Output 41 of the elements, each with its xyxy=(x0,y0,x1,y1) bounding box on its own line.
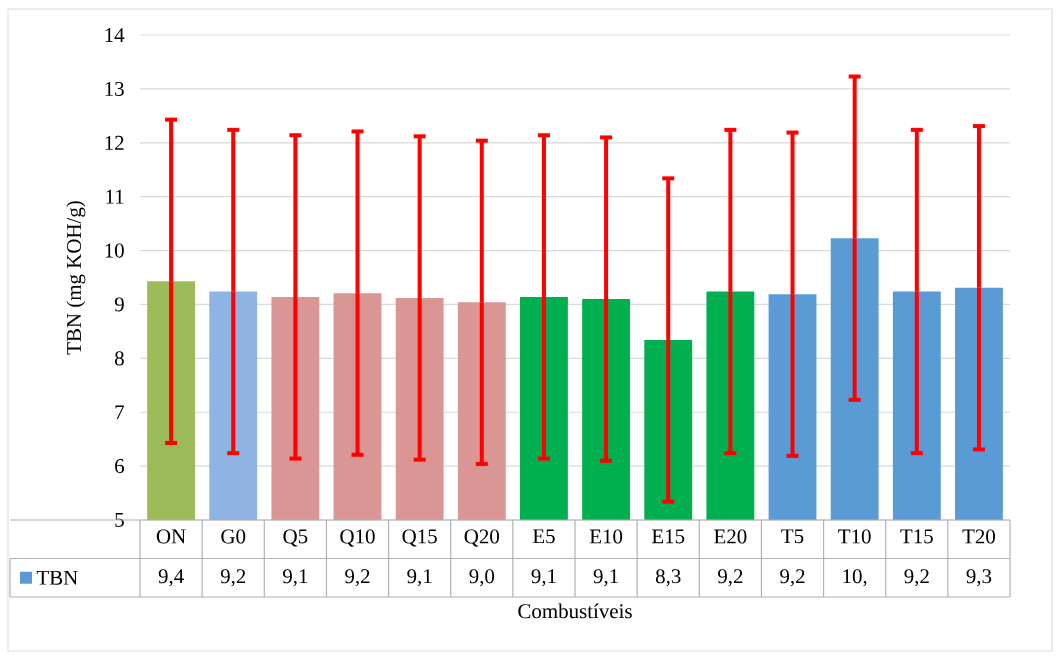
x-tick-label: Q20 xyxy=(464,529,500,547)
data-label: 9,1 xyxy=(407,569,432,587)
y-tick-label: 14 xyxy=(105,28,125,42)
x-axis-title: Combustíveis xyxy=(518,603,632,619)
y-tick-label: 5 xyxy=(115,513,124,527)
y-tick-label: 11 xyxy=(106,189,124,204)
data-label: 9,2 xyxy=(717,569,743,587)
legend-label: TBN xyxy=(36,570,78,585)
y-tick-label: 13 xyxy=(105,81,124,96)
x-tick-label: T15 xyxy=(900,529,933,544)
x-tick-label: T5 xyxy=(781,529,804,544)
x-tick-label: E10 xyxy=(589,529,623,544)
data-label: 9,0 xyxy=(469,569,495,587)
data-label: 9,4 xyxy=(158,569,184,587)
data-label: 8,3 xyxy=(655,569,681,587)
x-tick-label: E20 xyxy=(714,529,747,544)
data-label: 10, xyxy=(843,569,867,587)
x-tick-label: E15 xyxy=(651,529,685,544)
data-label: 9,1 xyxy=(593,569,618,587)
y-axis-title: TBN (mg KOH/g) xyxy=(66,201,86,355)
x-tick-label: Q10 xyxy=(340,529,375,547)
data-label: 9,1 xyxy=(531,569,556,587)
data-label: 9,1 xyxy=(282,569,308,587)
x-tick-label: G0 xyxy=(221,529,246,544)
y-tick-label: 6 xyxy=(115,459,125,474)
x-tick-label: T20 xyxy=(962,529,995,544)
data-label: 9,2 xyxy=(780,569,805,587)
y-tick-label: 10 xyxy=(105,243,124,258)
data-label: 9,2 xyxy=(345,569,370,587)
data-label: 9,2 xyxy=(220,569,246,587)
data-label: 9,3 xyxy=(966,569,992,587)
y-tick-label: 7 xyxy=(115,405,125,420)
data-label: 9,2 xyxy=(904,569,929,587)
y-tick-label: 9 xyxy=(114,297,124,312)
x-tick-label: T10 xyxy=(838,529,871,544)
x-tick-label: ON xyxy=(156,529,186,544)
x-tick-label: Q15 xyxy=(402,529,437,547)
y-tick-label: 12 xyxy=(105,135,124,150)
x-tick-label: E5 xyxy=(532,529,555,544)
y-tick-label: 8 xyxy=(114,351,124,366)
x-tick-label: Q5 xyxy=(283,529,308,547)
